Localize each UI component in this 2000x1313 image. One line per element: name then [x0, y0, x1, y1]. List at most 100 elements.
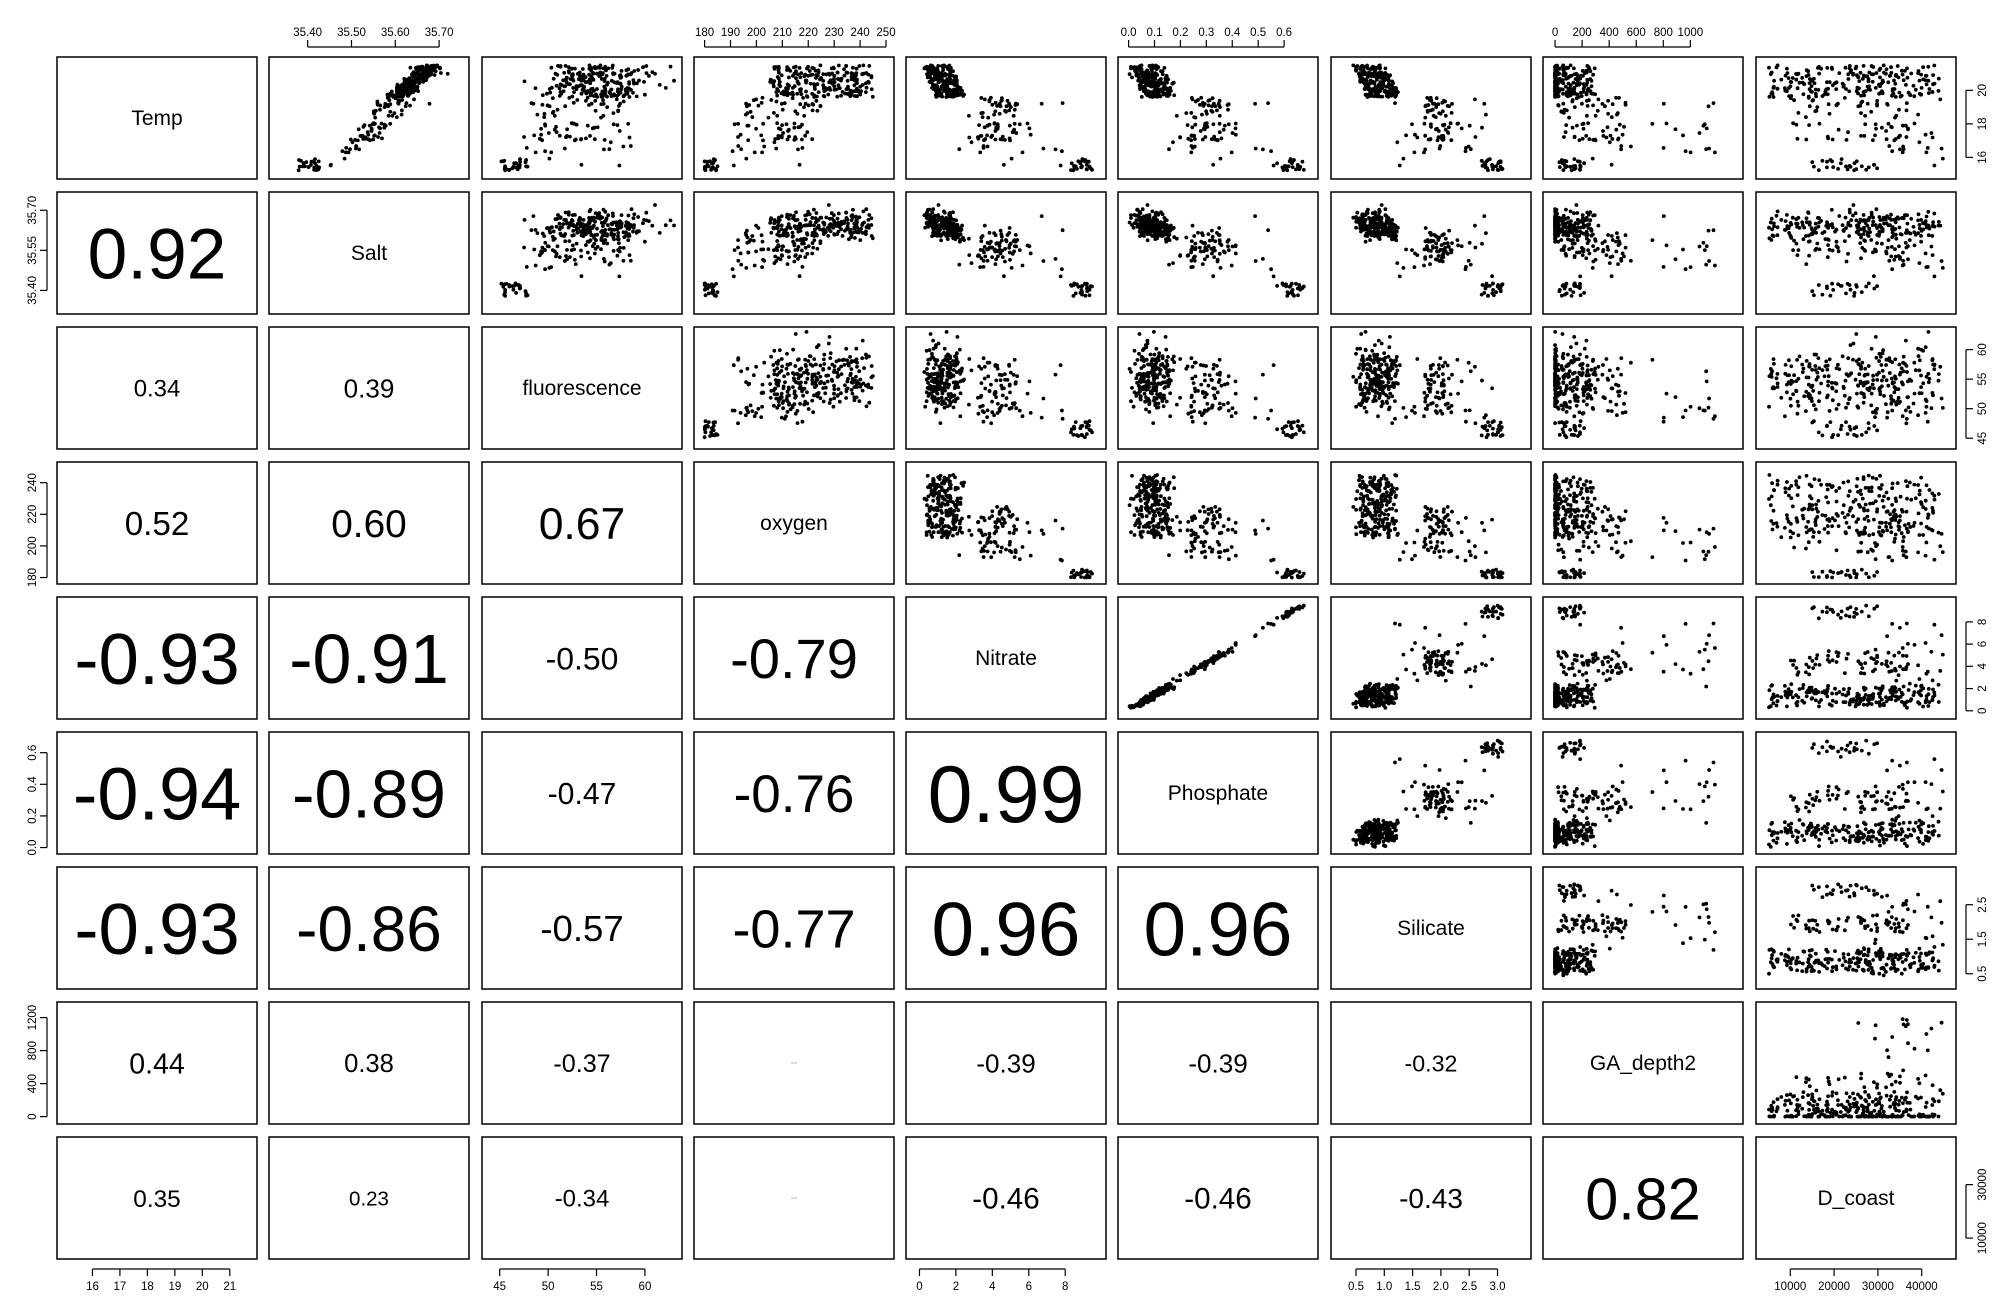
data-point: [815, 246, 820, 251]
data-point: [553, 217, 558, 222]
data-point: [826, 341, 831, 346]
data-point: [595, 226, 599, 231]
data-point: [1794, 241, 1799, 246]
data-point: [1567, 227, 1572, 232]
data-point: [1589, 78, 1594, 83]
data-point: [1422, 150, 1426, 155]
data-point: [1792, 98, 1796, 103]
data-point: [1153, 76, 1158, 81]
data-point: [565, 127, 569, 132]
data-point: [1614, 127, 1619, 132]
data-point: [1851, 213, 1855, 218]
data-point: [830, 71, 835, 76]
data-point: [1041, 146, 1046, 151]
data-point: [1440, 100, 1445, 105]
data-point: [617, 274, 622, 279]
data-point: [1008, 257, 1012, 262]
data-point: [1425, 109, 1430, 114]
data-point: [762, 258, 767, 263]
data-point: [1137, 209, 1142, 214]
data-point: [1616, 137, 1620, 142]
data-point: [1882, 70, 1886, 75]
data-point: [1210, 137, 1214, 142]
data-point: [1498, 287, 1503, 292]
data-point: [410, 75, 414, 79]
data-point: [570, 72, 575, 77]
data-point: [821, 399, 826, 404]
data-point: [574, 241, 579, 246]
data-point: [1806, 233, 1811, 238]
data-point: [839, 76, 844, 81]
data-point: [1491, 165, 1495, 170]
data-point: [615, 237, 620, 242]
data-point: [1447, 228, 1451, 233]
data-point: [1553, 64, 1558, 68]
data-point: [1938, 97, 1943, 102]
data-point: [1795, 253, 1800, 258]
data-point: [1080, 158, 1084, 163]
data-point: [1287, 284, 1292, 289]
data-point: [1846, 77, 1851, 81]
data-point: [864, 207, 869, 212]
data-point: [1570, 98, 1575, 102]
data-point: [1901, 123, 1905, 128]
data-point: [608, 140, 613, 145]
data-point: [1007, 108, 1012, 113]
data-point: [830, 216, 835, 221]
data-point: [1878, 229, 1883, 234]
data-point: [869, 386, 874, 390]
data-point: [561, 222, 566, 227]
data-point: [1880, 125, 1884, 130]
data-point: [810, 102, 815, 106]
data-point: [795, 218, 800, 222]
data-point: [1582, 291, 1586, 295]
data-point: [650, 70, 655, 74]
data-point: [1432, 101, 1437, 106]
data-point: [1886, 80, 1891, 85]
data-point: [1441, 123, 1446, 128]
data-point: [1261, 257, 1265, 261]
data-point: [1887, 74, 1892, 78]
data-point: [803, 399, 808, 404]
data-point: [572, 90, 576, 94]
data-point: [1797, 226, 1802, 230]
data-point: [1571, 290, 1576, 294]
data-point: [1186, 136, 1191, 141]
data-point: [1459, 126, 1464, 131]
data-point: [1553, 89, 1558, 94]
data-point: [408, 65, 413, 70]
data-point: [1863, 122, 1868, 127]
data-point: [1924, 150, 1929, 155]
data-point: [1807, 253, 1811, 258]
data-point: [781, 131, 785, 135]
data-point: [606, 223, 610, 228]
data-point: [803, 255, 808, 259]
data-point: [1211, 122, 1216, 127]
data-point: [927, 218, 932, 222]
data-point: [766, 115, 771, 120]
data-point: [1661, 265, 1666, 269]
data-point: [604, 74, 609, 78]
data-point: [619, 75, 624, 79]
data-point: [1578, 293, 1583, 298]
data-point: [1437, 259, 1442, 263]
data-point: [1795, 86, 1800, 91]
data-point: [1553, 228, 1558, 233]
data-point: [1198, 245, 1202, 250]
data-point: [940, 64, 944, 68]
data-point: [1007, 243, 1012, 248]
data-point: [1151, 218, 1156, 222]
data-point: [821, 72, 826, 76]
data-point: [1449, 250, 1454, 255]
data-point: [1580, 136, 1585, 141]
data-point: [621, 246, 626, 250]
data-point: [805, 251, 810, 256]
data-point: [819, 76, 824, 80]
data-point: [397, 87, 401, 92]
data-point: [592, 137, 597, 142]
data-point: [828, 356, 833, 360]
data-point: [746, 138, 751, 143]
data-point: [955, 90, 960, 94]
data-point: [1167, 147, 1171, 152]
data-point: [623, 224, 628, 228]
